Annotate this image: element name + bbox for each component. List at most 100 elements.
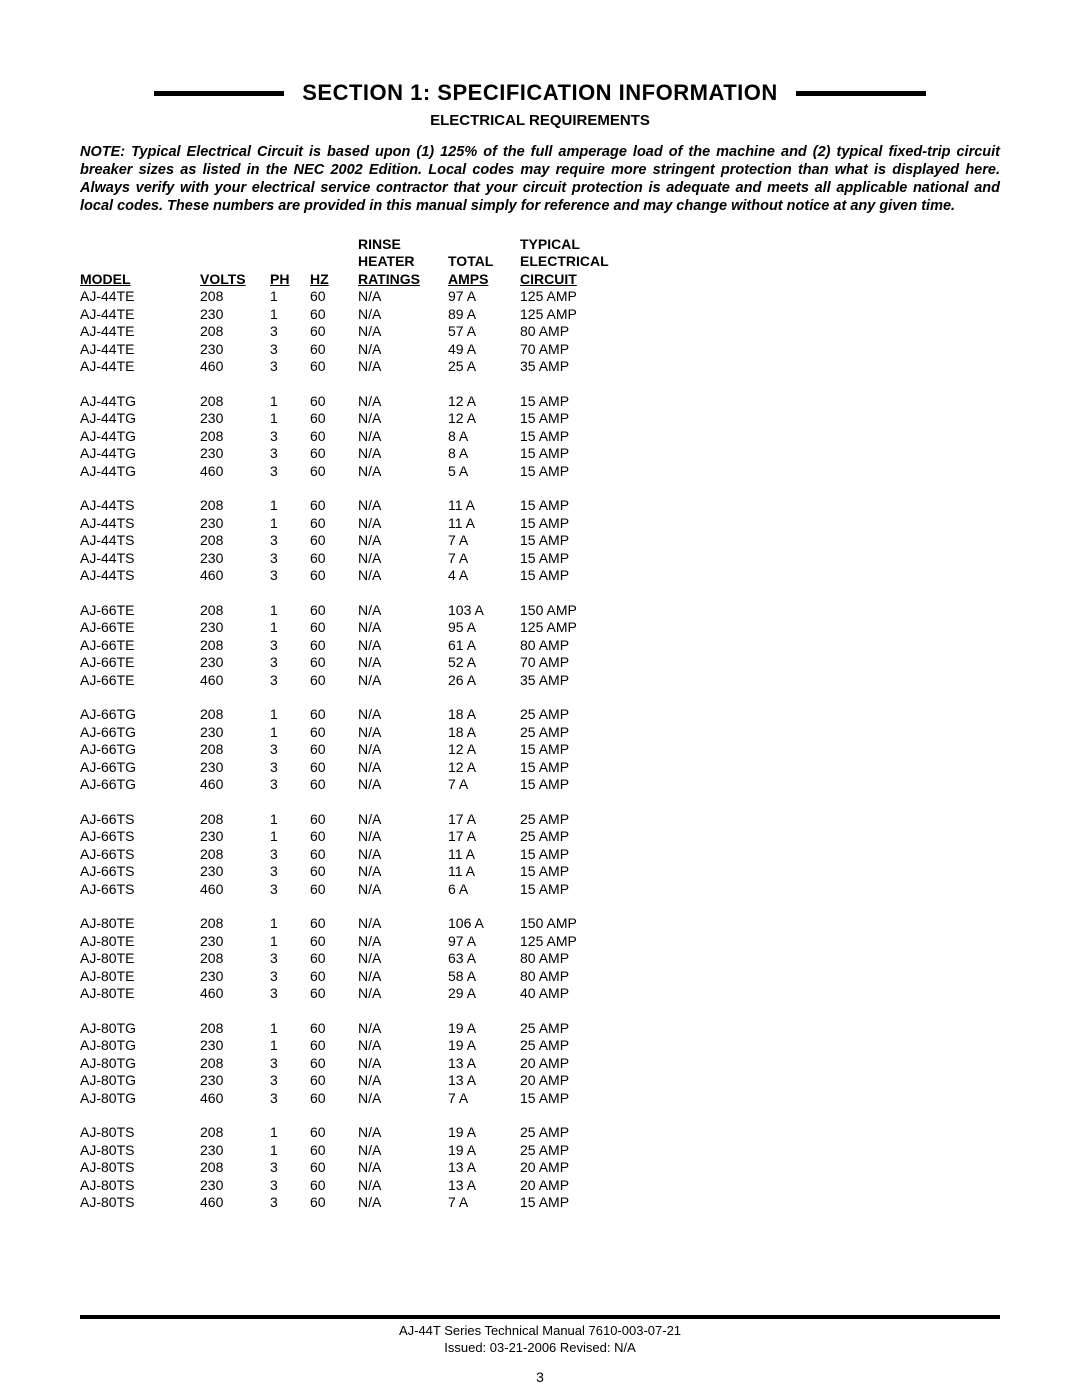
table-cell: AJ-80TE bbox=[80, 968, 200, 986]
table-row: AJ-66TS460360N/A6 A15 AMP bbox=[80, 881, 1000, 899]
table-cell: 80 AMP bbox=[520, 323, 640, 341]
table-row: AJ-44TS230160N/A11 A15 AMP bbox=[80, 515, 1000, 533]
table-cell: N/A bbox=[358, 567, 448, 585]
table-body: AJ-44TE208160N/A97 A125 AMPAJ-44TE230160… bbox=[80, 288, 1000, 1212]
table-cell: 25 AMP bbox=[520, 1124, 640, 1142]
table-cell: N/A bbox=[358, 637, 448, 655]
table-row: AJ-80TG230160N/A19 A25 AMP bbox=[80, 1037, 1000, 1055]
table-cell: 15 AMP bbox=[520, 532, 640, 550]
table-row: AJ-80TG230360N/A13 A20 AMP bbox=[80, 1072, 1000, 1090]
table-row: AJ-44TS460360N/A4 A15 AMP bbox=[80, 567, 1000, 585]
table-cell: 15 AMP bbox=[520, 445, 640, 463]
group-gap bbox=[80, 480, 1000, 497]
table-cell: 60 bbox=[310, 741, 358, 759]
table-cell: 13 A bbox=[448, 1055, 520, 1073]
table-cell: 15 AMP bbox=[520, 567, 640, 585]
table-row: AJ-80TE230160N/A97 A125 AMP bbox=[80, 933, 1000, 951]
table-cell: 15 AMP bbox=[520, 410, 640, 428]
table-cell: 63 A bbox=[448, 950, 520, 968]
table-cell: 60 bbox=[310, 637, 358, 655]
table-cell: 60 bbox=[310, 706, 358, 724]
table-cell: 230 bbox=[200, 410, 270, 428]
table-cell: 230 bbox=[200, 445, 270, 463]
table-cell: 460 bbox=[200, 567, 270, 585]
table-cell: 60 bbox=[310, 776, 358, 794]
table-cell: 60 bbox=[310, 602, 358, 620]
table-cell: 60 bbox=[310, 1124, 358, 1142]
table-cell: 95 A bbox=[448, 619, 520, 637]
table-row: AJ-80TS208160N/A19 A25 AMP bbox=[80, 1124, 1000, 1142]
table-cell: 230 bbox=[200, 724, 270, 742]
table-cell: 230 bbox=[200, 1177, 270, 1195]
table-cell: 3 bbox=[270, 654, 310, 672]
table-cell: 7 A bbox=[448, 1194, 520, 1212]
table-row: AJ-66TS230160N/A17 A25 AMP bbox=[80, 828, 1000, 846]
table-cell: AJ-66TG bbox=[80, 724, 200, 742]
table-cell: 7 A bbox=[448, 776, 520, 794]
table-cell: AJ-66TG bbox=[80, 706, 200, 724]
table-cell: 1 bbox=[270, 1142, 310, 1160]
table-cell: 208 bbox=[200, 741, 270, 759]
table-row: AJ-80TS230160N/A19 A25 AMP bbox=[80, 1142, 1000, 1160]
table-row: AJ-80TE208360N/A63 A80 AMP bbox=[80, 950, 1000, 968]
table-cell: 460 bbox=[200, 776, 270, 794]
table-cell: 230 bbox=[200, 759, 270, 777]
table-cell: AJ-44TS bbox=[80, 532, 200, 550]
table-cell: N/A bbox=[358, 428, 448, 446]
table-cell: 60 bbox=[310, 724, 358, 742]
table-cell: 60 bbox=[310, 1055, 358, 1073]
table-cell: 460 bbox=[200, 672, 270, 690]
table-cell: 60 bbox=[310, 515, 358, 533]
table-row: AJ-44TS208360N/A7 A15 AMP bbox=[80, 532, 1000, 550]
table-row: AJ-66TG460360N/A7 A15 AMP bbox=[80, 776, 1000, 794]
table-cell: AJ-66TE bbox=[80, 654, 200, 672]
table-cell: 3 bbox=[270, 567, 310, 585]
footer-line: AJ-44T Series Technical Manual 7610-003-… bbox=[399, 1323, 681, 1338]
table-cell: 1 bbox=[270, 515, 310, 533]
table-cell: N/A bbox=[358, 532, 448, 550]
table-cell: 208 bbox=[200, 811, 270, 829]
table-cell: N/A bbox=[358, 1159, 448, 1177]
table-cell: 208 bbox=[200, 602, 270, 620]
table-cell: 19 A bbox=[448, 1037, 520, 1055]
table-cell: 208 bbox=[200, 846, 270, 864]
table-cell: 15 AMP bbox=[520, 776, 640, 794]
table-cell: 35 AMP bbox=[520, 672, 640, 690]
table-cell: 3 bbox=[270, 1072, 310, 1090]
table-cell: 460 bbox=[200, 1090, 270, 1108]
table-cell: 60 bbox=[310, 463, 358, 481]
table-cell: N/A bbox=[358, 1090, 448, 1108]
table-cell: 60 bbox=[310, 1142, 358, 1160]
table-cell: 150 AMP bbox=[520, 915, 640, 933]
table-cell: 1 bbox=[270, 915, 310, 933]
table-cell: 60 bbox=[310, 811, 358, 829]
table-cell: 70 AMP bbox=[520, 341, 640, 359]
table-cell: AJ-44TE bbox=[80, 341, 200, 359]
table-cell: 15 AMP bbox=[520, 881, 640, 899]
table-cell: 20 AMP bbox=[520, 1177, 640, 1195]
table-row: AJ-44TG208160N/A12 A15 AMP bbox=[80, 393, 1000, 411]
header-label: ELECTRICAL bbox=[520, 253, 640, 271]
group-gap bbox=[80, 585, 1000, 602]
table-cell: 60 bbox=[310, 532, 358, 550]
table-cell: N/A bbox=[358, 550, 448, 568]
table-cell: AJ-44TG bbox=[80, 428, 200, 446]
table-cell: 15 AMP bbox=[520, 1090, 640, 1108]
table-cell: 60 bbox=[310, 410, 358, 428]
table-cell: N/A bbox=[358, 759, 448, 777]
table-cell: N/A bbox=[358, 724, 448, 742]
table-cell: 17 A bbox=[448, 811, 520, 829]
table-cell: 40 AMP bbox=[520, 985, 640, 1003]
table-cell: N/A bbox=[358, 863, 448, 881]
table-cell: 11 A bbox=[448, 497, 520, 515]
table-cell: N/A bbox=[358, 619, 448, 637]
table-cell: 3 bbox=[270, 358, 310, 376]
table-cell: AJ-66TE bbox=[80, 672, 200, 690]
col-header-rinse: RINSE HEATER RATINGS bbox=[358, 236, 448, 289]
table-row: AJ-44TE460360N/A25 A35 AMP bbox=[80, 358, 1000, 376]
table-row: AJ-66TE208360N/A61 A80 AMP bbox=[80, 637, 1000, 655]
col-header-amps: TOTAL AMPS bbox=[448, 236, 520, 289]
table-cell: 13 A bbox=[448, 1177, 520, 1195]
table-cell: 8 A bbox=[448, 428, 520, 446]
table-cell: 60 bbox=[310, 550, 358, 568]
